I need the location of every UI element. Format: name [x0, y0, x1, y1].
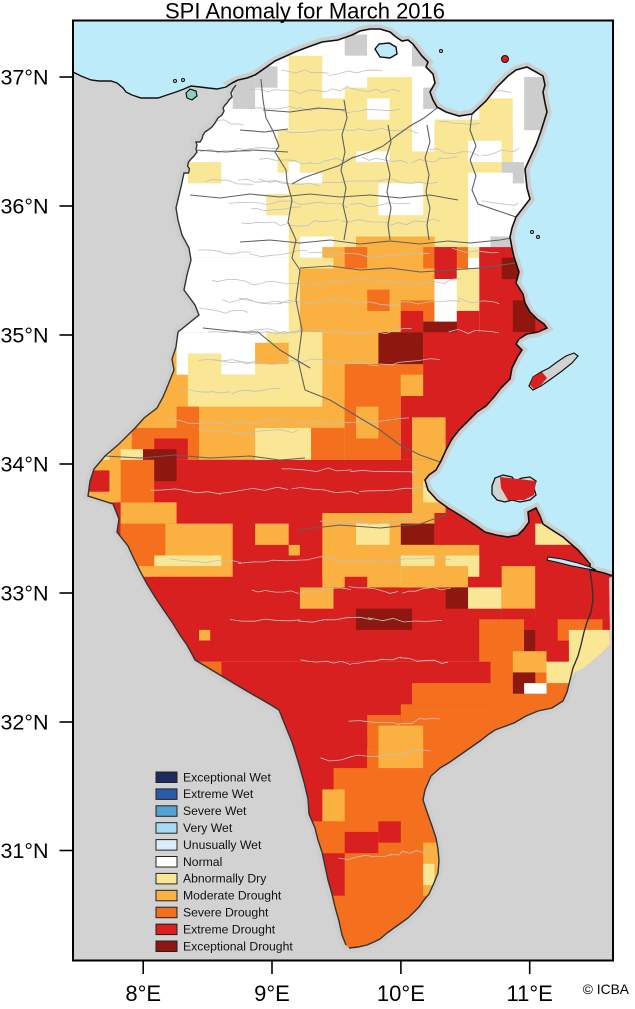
svg-text:Extreme Drought: Extreme Drought: [183, 922, 276, 936]
svg-text:37°N: 37°N: [0, 66, 48, 90]
svg-text:Extreme Wet: Extreme Wet: [183, 787, 254, 801]
svg-text:Abnormally Dry: Abnormally Dry: [183, 872, 267, 886]
svg-text:35°N: 35°N: [0, 324, 48, 348]
svg-text:11°E: 11°E: [507, 981, 553, 1004]
svg-text:Exceptional Drought: Exceptional Drought: [183, 939, 293, 953]
svg-text:9°E: 9°E: [254, 981, 290, 1004]
svg-text:Moderate Drought: Moderate Drought: [183, 889, 282, 903]
svg-text:10°E: 10°E: [377, 981, 425, 1004]
svg-text:33°N: 33°N: [0, 582, 48, 606]
svg-text:© ICBA: © ICBA: [583, 982, 630, 997]
svg-text:Normal: Normal: [183, 855, 222, 869]
svg-text:Severe Wet: Severe Wet: [183, 804, 247, 818]
svg-text:Very Wet: Very Wet: [183, 821, 233, 835]
svg-text:Exceptional Wet: Exceptional Wet: [183, 770, 271, 784]
svg-text:SPI Anomaly for March 2016: SPI Anomaly for March 2016: [165, 0, 445, 24]
svg-text:34°N: 34°N: [0, 453, 48, 477]
svg-text:31°N: 31°N: [0, 839, 48, 863]
svg-text:Severe Drought: Severe Drought: [183, 906, 269, 920]
svg-text:32°N: 32°N: [0, 711, 48, 735]
svg-text:36°N: 36°N: [0, 195, 48, 219]
svg-text:8°E: 8°E: [125, 981, 161, 1004]
svg-text:Unusually Wet: Unusually Wet: [183, 838, 262, 852]
